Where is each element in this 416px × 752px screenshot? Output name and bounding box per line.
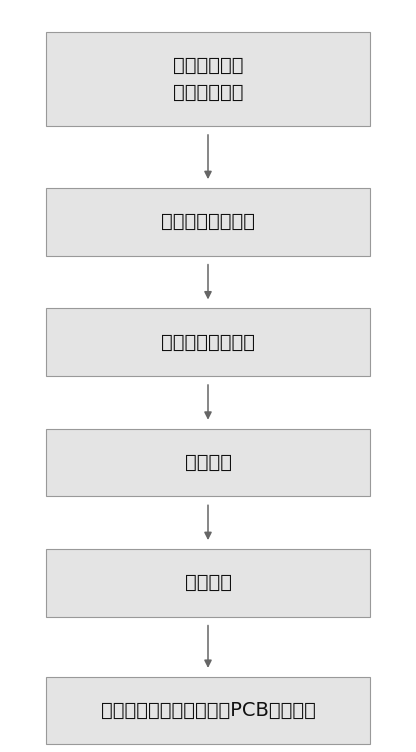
Text: 数据处理: 数据处理 [185, 573, 231, 593]
FancyBboxPatch shape [46, 429, 370, 496]
Text: 图像处理: 图像处理 [185, 453, 231, 472]
FancyBboxPatch shape [46, 549, 370, 617]
Text: 对于不满足平整度要求的PCB给出提示: 对于不满足平整度要求的PCB给出提示 [101, 701, 315, 720]
Text: 获取待检网格投影: 获取待检网格投影 [161, 332, 255, 352]
FancyBboxPatch shape [46, 32, 370, 126]
FancyBboxPatch shape [46, 308, 370, 376]
FancyBboxPatch shape [46, 188, 370, 256]
Text: 获取基准网格投影: 获取基准网格投影 [161, 212, 255, 232]
FancyBboxPatch shape [46, 677, 370, 744]
Text: 根据工艺要求
提出设定参数: 根据工艺要求 提出设定参数 [173, 56, 243, 102]
